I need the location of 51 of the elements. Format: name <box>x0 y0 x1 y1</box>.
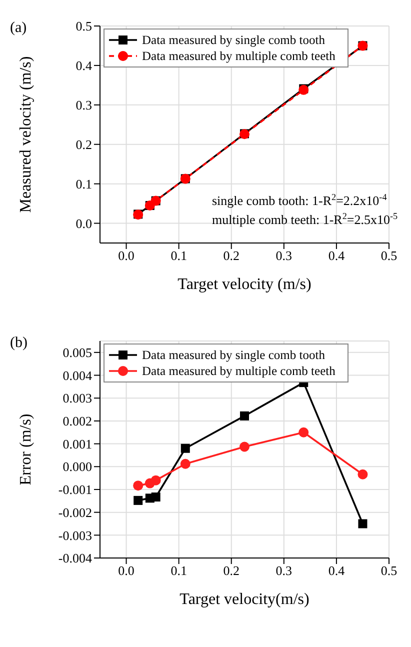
text: (b) <box>10 335 28 351</box>
x-tick-label: 0.4 <box>328 563 346 578</box>
point <box>134 496 143 505</box>
point <box>358 519 368 528</box>
y-tick-label: -0.004 <box>58 550 92 566</box>
point <box>133 480 144 491</box>
x-axis-title: Target velocity (m/s) <box>178 276 312 293</box>
x-tick-label: 0.2 <box>223 563 240 578</box>
point <box>180 444 190 453</box>
point <box>180 458 190 469</box>
y-tick-label: -0.001 <box>58 482 92 498</box>
y-axis-title: Error (m/s) <box>18 414 35 486</box>
y-tick-label: 0.4 <box>76 58 92 74</box>
x-tick-label: 0.1 <box>170 248 187 264</box>
y-tick-label: 0.003 <box>62 390 92 406</box>
legend-label: Data measured by single comb tooth <box>142 348 326 362</box>
y-axis-title: Measured velocity (m/s) <box>18 56 35 213</box>
point <box>298 427 309 438</box>
y-tick-label: 0.001 <box>62 436 92 452</box>
x-tick-label: 0.0 <box>118 248 134 264</box>
text: (a) <box>10 20 27 36</box>
y-tick-label: 0.000 <box>62 459 92 474</box>
legend-label: Data measured by multiple comb teeth <box>142 49 336 63</box>
x-tick-label: 0.5 <box>380 248 398 264</box>
x-tick-label: 0.3 <box>276 563 292 578</box>
x-tick-label: 0.1 <box>170 563 187 578</box>
legend-label: Data measured by single comb tooth <box>142 33 326 47</box>
x-tick-label: 0.5 <box>380 563 398 578</box>
y-tick-label: 0.2 <box>76 136 92 152</box>
y-tick-label: 0.005 <box>62 345 92 360</box>
point <box>150 475 161 486</box>
annotation: single comb tooth: 1-R$^{2}$=2.2x10$^{-4}$ <box>212 192 388 208</box>
y-tick-label: 0.3 <box>76 98 92 113</box>
y-tick-label: 0.004 <box>62 368 92 383</box>
y-tick-label: 0.002 <box>62 414 92 429</box>
y-tick-label: -0.002 <box>58 504 92 520</box>
y-tick-label: 0.5 <box>76 18 92 34</box>
x-tick-label: 0.4 <box>328 248 346 264</box>
annotation: multiple comb teeth: 1-R$^{2}$=2.5x10$^{-5}$ <box>212 211 398 227</box>
point <box>358 469 368 480</box>
x-tick-label: 0.3 <box>276 248 292 264</box>
x-axis-title: Target velocity(m/s) <box>180 591 310 608</box>
x-tick-label: 0.2 <box>223 248 240 264</box>
y-tick-label: 0.0 <box>76 216 92 231</box>
point <box>240 442 250 452</box>
point <box>151 492 160 502</box>
legend-label: Data measured by multiple comb teeth <box>142 364 336 378</box>
x-tick-label: 0.0 <box>118 563 134 578</box>
y-tick-label: -0.003 <box>58 528 92 543</box>
y-tick-label: 0.1 <box>76 176 92 192</box>
point <box>240 411 249 420</box>
